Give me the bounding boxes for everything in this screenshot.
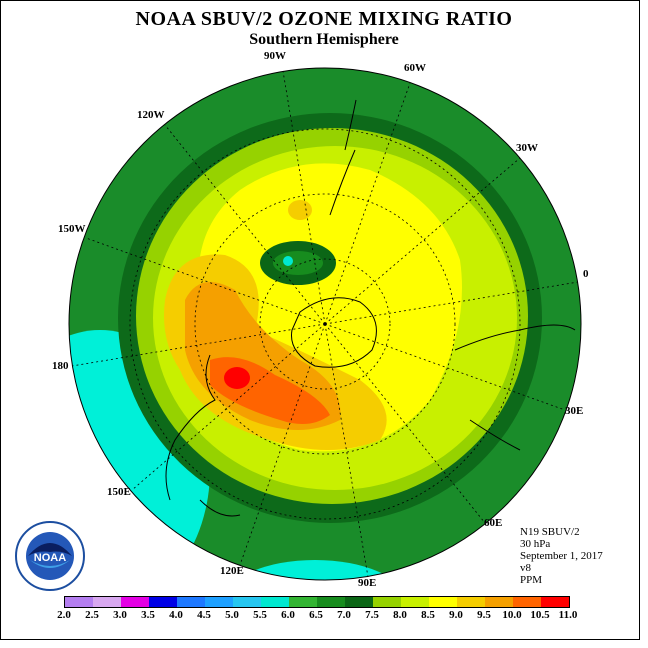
legend-swatch (65, 597, 93, 607)
legend-swatch (401, 597, 429, 607)
legend-swatch (457, 597, 485, 607)
legend-tick-label: 11.0 (558, 609, 578, 621)
new-zealand-coastline (199, 499, 241, 517)
legend-tick-label: 4.0 (169, 609, 183, 621)
legend-tick-label: 4.5 (197, 609, 211, 621)
antarctica-coastline (290, 297, 377, 368)
legend-swatch (541, 597, 569, 607)
lon-label-180: 180 (52, 360, 69, 372)
lon-label-0: 0 (583, 268, 589, 280)
legend-tick-label: 3.0 (113, 609, 127, 621)
legend-tick-label: 8.0 (393, 609, 407, 621)
legend-tick-label: 3.5 (141, 609, 155, 621)
lon-label-150w: 150W (58, 223, 86, 235)
legend-tick-label: 2.0 (57, 609, 71, 621)
color-legend-ticks: 2.0 2.5 3.0 3.5 4.0 4.5 5.0 5.5 6.0 6.5 7.0 7.5 8.0 8… (50, 609, 610, 623)
lon-label-150e: 150E (107, 486, 131, 498)
legend-swatch (317, 597, 345, 607)
legend-swatch (205, 597, 233, 607)
legend-tick-label: 6.5 (309, 609, 323, 621)
legend-tick-label: 9.5 (477, 609, 491, 621)
legend-swatch (345, 597, 373, 607)
legend-swatch (429, 597, 457, 607)
legend-tick-label: 10.5 (530, 609, 550, 621)
latitude-circles (129, 128, 521, 520)
map-title: NOAA SBUV/2 OZONE MIXING RATIO (135, 8, 513, 30)
legend-swatch (373, 597, 401, 607)
south-america-coastline (329, 99, 357, 216)
legend-swatch (261, 597, 289, 607)
lon-label-90w: 90W (264, 50, 286, 62)
map-boundary (68, 67, 582, 581)
info-block: N19 SBUV/2 30 hPa September 1, 2017 v8 P… (520, 526, 603, 586)
map-subtitle: Southern Hemisphere (249, 31, 399, 48)
legend-swatch (233, 597, 261, 607)
color-legend (64, 596, 570, 608)
legend-tick-label: 7.5 (365, 609, 379, 621)
contour-10-5 (224, 367, 250, 389)
legend-tick-label: 2.5 (85, 609, 99, 621)
legend-swatch (121, 597, 149, 607)
info-satellite: N19 SBUV/2 (520, 526, 580, 538)
map-frame (0, 0, 640, 640)
lon-label-120w: 120W (137, 109, 165, 121)
legend-swatch (513, 597, 541, 607)
info-version: v8 (520, 562, 531, 574)
legend-swatch (93, 597, 121, 607)
legend-tick-label: 10.0 (502, 609, 522, 621)
legend-swatch (177, 597, 205, 607)
legend-tick-label: 6.0 (281, 609, 295, 621)
lon-label-30e: 30E (565, 405, 584, 417)
legend-tick-label: 8.5 (421, 609, 435, 621)
legend-tick-label: 9.0 (449, 609, 463, 621)
info-level: 30 hPa (520, 538, 551, 550)
legend-swatch (289, 597, 317, 607)
noaa-logo: NOAA (14, 520, 86, 597)
legend-tick-label: 5.5 (253, 609, 267, 621)
legend-tick-label: 7.0 (337, 609, 351, 621)
lon-label-120e: 120E (220, 565, 244, 577)
info-date: September 1, 2017 (520, 550, 603, 562)
lon-label-90e: 90E (358, 577, 377, 589)
legend-tick-label: 5.0 (225, 609, 239, 621)
meridian-lines (71, 70, 579, 578)
info-units: PPM (520, 574, 543, 586)
lon-label-30w: 30W (516, 142, 538, 154)
legend-swatch (149, 597, 177, 607)
noaa-logo-text: NOAA (34, 552, 66, 564)
legend-swatch (485, 597, 513, 607)
australia-coastline (165, 354, 216, 501)
lon-label-60e: 60E (484, 517, 503, 529)
lon-label-60w: 60W (404, 62, 426, 74)
